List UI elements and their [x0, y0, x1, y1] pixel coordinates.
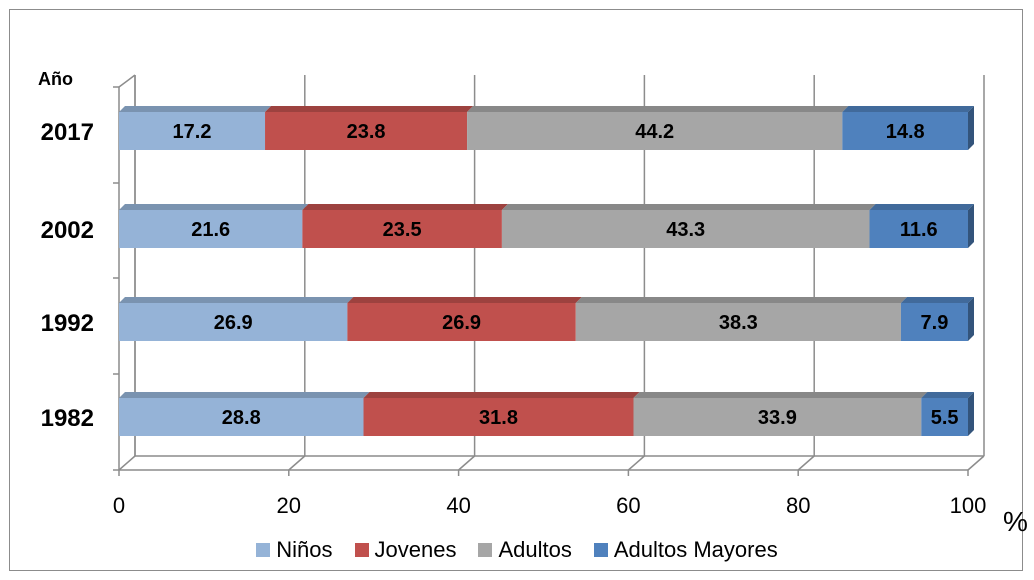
bar-segment [633, 398, 922, 436]
data-label: 21.6 [191, 219, 230, 241]
bar-top-face [347, 297, 582, 303]
bar-side-face [968, 106, 974, 150]
legend-swatch [256, 543, 271, 557]
legend-label: Niños [276, 537, 333, 562]
x-tick-label: 0 [113, 493, 125, 518]
chart-frame [9, 9, 1023, 571]
data-label: 26.9 [442, 312, 481, 334]
data-label: 5.5 [931, 407, 959, 429]
data-label: 44.2 [635, 121, 674, 143]
legend-label: Adultos [498, 537, 572, 562]
category-label: 1982 [41, 405, 94, 432]
x-tick-label: 20 [277, 493, 301, 518]
bar-segment [575, 303, 901, 341]
floor-gridline [118, 455, 136, 471]
label-layer: 0 20 40 60 80 100 28.8 31.8 33.9 5.5 1982 26.9 26.9 3… [41, 119, 987, 518]
x-unit-label: % [1003, 506, 1028, 537]
floor-gridline [627, 455, 645, 471]
data-label: 43.3 [666, 219, 705, 241]
bar-segment [302, 210, 502, 248]
bar-top-face [302, 204, 508, 210]
legend-item: Adultos [478, 537, 572, 563]
bar-segment [119, 112, 266, 150]
bar-top-face [921, 392, 974, 398]
floor-gridline [797, 455, 815, 471]
data-label: 38.3 [719, 312, 758, 334]
bar-top-face [119, 297, 354, 303]
legend-swatch [593, 543, 608, 557]
bar-segment [347, 303, 576, 341]
bar-segment [119, 398, 364, 436]
floor-gridline [967, 455, 985, 471]
bar-segment [921, 398, 968, 436]
legend-label: Adultos Mayores [613, 537, 778, 562]
data-label: 11.6 [900, 219, 938, 241]
bar-top-face [467, 106, 849, 112]
floor-gridline [458, 455, 476, 471]
data-label: 17.2 [173, 121, 212, 143]
bar-top-face [869, 204, 974, 210]
data-label: 23.5 [383, 219, 422, 241]
bar-side-face [968, 392, 974, 436]
bar-segment [265, 112, 468, 150]
bar-segment [467, 112, 843, 150]
legend: Niños Jovenes Adultos Adultos Mayores [0, 534, 1034, 566]
bar-side-face [968, 204, 974, 248]
y-axis-title: Año [38, 69, 73, 89]
bar-top-face [633, 392, 928, 398]
bar-segment [900, 303, 968, 341]
bar-top-face [842, 106, 974, 112]
bar-segment [842, 112, 968, 150]
bar-layer [119, 106, 974, 436]
bar-segment [501, 210, 870, 248]
bar-segment [119, 210, 303, 248]
category-label: 2017 [41, 119, 94, 146]
side-wall-top [118, 74, 136, 88]
bar-top-face [265, 106, 474, 112]
bar-top-face [119, 392, 370, 398]
bar-segment [119, 303, 348, 341]
bar-top-face [575, 297, 907, 303]
bar-top-face [363, 392, 640, 398]
legend-label: Jovenes [374, 537, 457, 562]
x-tick-label: 100 [950, 493, 987, 518]
x-tick-label: 80 [786, 493, 810, 518]
data-label: 28.8 [222, 407, 261, 429]
data-label: 33.9 [758, 407, 797, 429]
category-label: 2002 [41, 217, 94, 244]
floor-gridline [288, 455, 306, 471]
legend-swatch [354, 543, 369, 557]
x-tick-label: 40 [446, 493, 470, 518]
category-label: 1992 [41, 310, 94, 337]
legend-item: Niños [256, 537, 333, 563]
bar-segment [363, 398, 634, 436]
data-label: 14.8 [886, 121, 925, 143]
data-label: 26.9 [214, 312, 253, 334]
x-tick-label: 60 [616, 493, 640, 518]
legend-swatch [478, 543, 493, 557]
bar-side-face [968, 297, 974, 341]
legend-item: Jovenes [354, 537, 457, 563]
bar-segment [869, 210, 968, 248]
data-label: 7.9 [921, 312, 949, 334]
legend-item: Adultos Mayores [593, 537, 778, 563]
bar-top-face [501, 204, 876, 210]
data-label: 31.8 [479, 407, 518, 429]
bar-top-face [119, 204, 309, 210]
bar-top-face [900, 297, 974, 303]
bar-top-face [119, 106, 272, 112]
data-label: 23.8 [347, 121, 386, 143]
